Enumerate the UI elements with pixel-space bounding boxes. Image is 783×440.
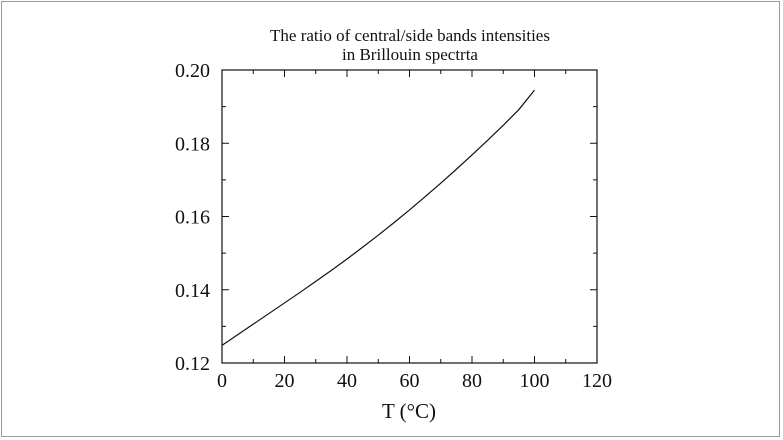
chart-title-line-2: in Brillouin spectrta xyxy=(342,45,478,64)
x-tick-label: 100 xyxy=(520,370,550,392)
plot-area xyxy=(221,69,598,364)
axis-ticks xyxy=(221,69,598,364)
chart-title-line-1: The ratio of central/side bands intensit… xyxy=(270,26,550,45)
y-tick-label: 0.14 xyxy=(175,280,210,302)
x-axis-label: T (°C) xyxy=(382,399,436,423)
y-tick-label: 0.20 xyxy=(175,60,210,82)
y-tick-label: 0.16 xyxy=(175,207,210,229)
x-tick-labels: 0 20 40 60 80 100 120 xyxy=(217,370,612,392)
x-tick-label: 40 xyxy=(337,370,357,392)
x-tick-label: 120 xyxy=(582,370,612,392)
series-line xyxy=(221,89,535,346)
y-tick-labels: 0.12 0.14 0.16 0.18 0.20 xyxy=(175,60,210,375)
x-tick-label: 80 xyxy=(462,370,482,392)
y-tick-label: 0.18 xyxy=(175,133,210,155)
x-tick-label: 60 xyxy=(400,370,420,392)
y-tick-label: 0.12 xyxy=(175,353,210,375)
x-tick-label: 20 xyxy=(275,370,295,392)
x-tick-label: 0 xyxy=(217,370,227,392)
